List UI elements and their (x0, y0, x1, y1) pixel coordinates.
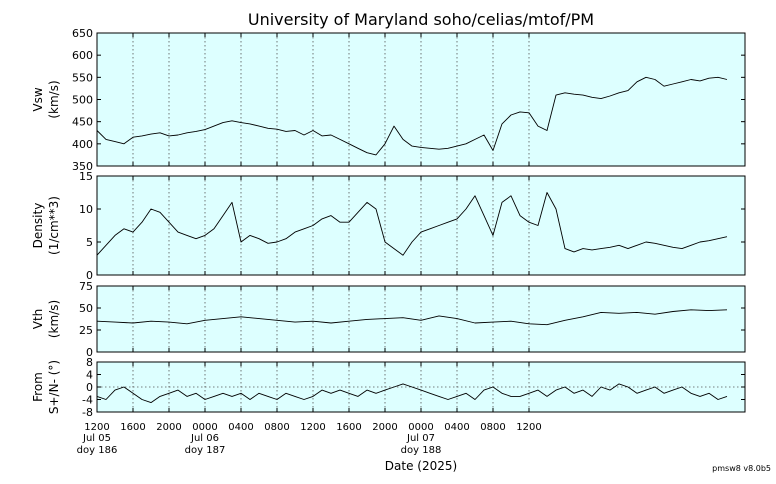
y-axis-label: Vth (31, 309, 45, 330)
y-tick-label: 8 (86, 356, 93, 369)
y-tick-label: 25 (79, 324, 93, 337)
x-tick-label: 2000 (156, 422, 181, 433)
y-tick-label: 0 (86, 381, 93, 394)
x-tick-label: 1200 (84, 422, 109, 433)
x-tick-date-label: Jul 05 (82, 433, 111, 444)
y-axis-label: From (31, 372, 45, 402)
y-tick-label: 50 (79, 302, 93, 315)
y-axis-label: Density (31, 203, 45, 249)
x-tick-label: 1200 (516, 422, 541, 433)
panel-frame (96, 285, 746, 353)
panel-frame (96, 175, 746, 276)
y-tick-label: 450 (72, 116, 93, 129)
y-tick-label: 400 (72, 138, 93, 151)
panel-frame (96, 32, 746, 167)
panel-2: 0 5 10 15 Density (1/cm**3) (31, 170, 746, 282)
y-tick-label: -8 (82, 406, 93, 419)
panel-background (97, 33, 745, 166)
x-tick-date-label: Jul 07 (406, 433, 435, 444)
series-line (96, 383, 728, 404)
y-tick-label: 0 (86, 269, 93, 282)
y-tick-label: 650 (72, 27, 93, 40)
x-tick-label: 0400 (444, 422, 469, 433)
x-tick-label: 0800 (264, 422, 289, 433)
panel-1: 350 400 450 500 550 600 650 Vsw (km/s) (31, 27, 746, 173)
x-tick-label: 1600 (336, 422, 361, 433)
panel-3: 0 25 50 75 Vth (km/s) (31, 280, 746, 359)
y-tick-label: 15 (79, 170, 93, 183)
y-tick-label: 5 (86, 236, 93, 249)
x-tick-date-label: Jul 06 (190, 433, 219, 444)
y-tick-label: 600 (72, 49, 93, 62)
series-line (96, 192, 728, 256)
x-tick-label: 1600 (120, 422, 145, 433)
y-axis-label: (km/s) (47, 300, 61, 338)
y-axis-label: S+/N- (°) (47, 360, 61, 414)
x-tick-label: 0000 (192, 422, 217, 433)
y-axis-label: Vsw (31, 87, 45, 111)
y-tick-label: 550 (72, 71, 93, 84)
x-tick-label: 0400 (228, 422, 253, 433)
x-axis-label: Date (2025) (385, 459, 457, 473)
series-line (96, 76, 728, 156)
y-tick-label: 10 (79, 203, 93, 216)
chart-title: University of Maryland soho/celias/mtof/… (248, 10, 594, 29)
y-axis-label: (km/s) (47, 80, 61, 118)
x-tick-doy-label: doy 188 (401, 445, 442, 456)
y-tick-label: 75 (79, 280, 93, 293)
y-tick-label: 350 (72, 160, 93, 173)
x-tick-label: 1200 (300, 422, 325, 433)
x-tick-label: 2000 (372, 422, 397, 433)
series-line (96, 309, 728, 326)
x-tick-doy-label: doy 187 (185, 445, 226, 456)
y-tick-label: 4 (86, 369, 93, 382)
footer-version: pmsw8 v8.0b5 (712, 464, 771, 473)
y-tick-label: 0 (86, 346, 93, 359)
x-tick-label: 0800 (480, 422, 505, 433)
y-tick-label: 500 (72, 94, 93, 107)
x-tick-doy-label: doy 186 (77, 445, 118, 456)
panel-frame (96, 361, 746, 413)
x-tick-label: 0000 (408, 422, 433, 433)
y-axis-label: (1/cm**3) (47, 196, 61, 255)
y-tick-label: -4 (82, 394, 93, 407)
